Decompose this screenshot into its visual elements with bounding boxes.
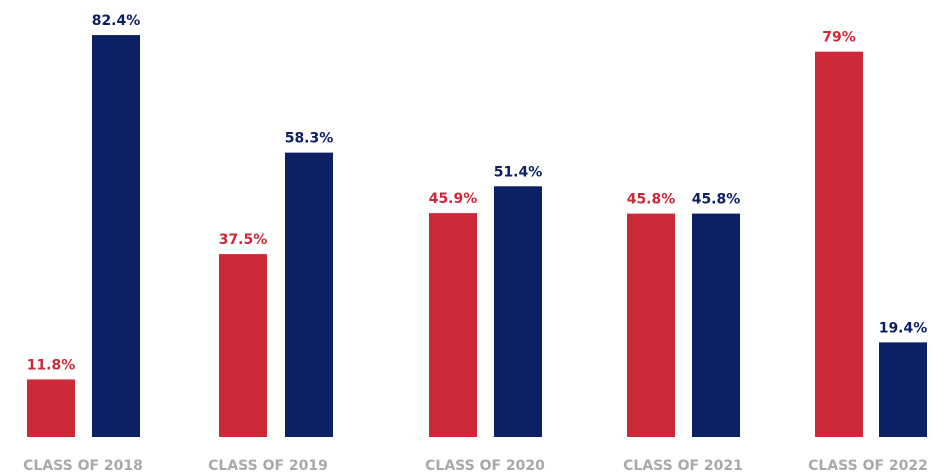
bar (815, 51, 863, 438)
data-label: 45.8% (627, 192, 676, 208)
data-label: 11.8% (27, 357, 76, 373)
bar (429, 213, 477, 437)
data-label: 79% (822, 30, 856, 46)
data-label: 45.8% (692, 192, 741, 208)
data-label: 51.4% (494, 164, 543, 180)
x-tick-label: CLASS OF 2021 (623, 458, 743, 474)
x-tick-label: CLASS OF 2018 (23, 458, 143, 474)
bar (285, 152, 333, 437)
data-label: 45.9% (429, 191, 478, 207)
bar (494, 186, 542, 437)
bar (879, 342, 927, 437)
x-tick-label: CLASS OF 2019 (208, 458, 328, 474)
bar (692, 213, 740, 437)
data-label: 58.3% (285, 131, 334, 147)
bar (92, 35, 140, 438)
bar (27, 379, 75, 437)
data-label: 19.4% (879, 320, 928, 336)
bar (219, 254, 267, 437)
bar (627, 213, 675, 437)
data-label: 82.4% (92, 13, 141, 29)
x-tick-label: CLASS OF 2020 (425, 458, 545, 474)
data-label: 37.5% (219, 232, 268, 248)
x-tick-label: CLASS OF 2022 (808, 458, 928, 474)
